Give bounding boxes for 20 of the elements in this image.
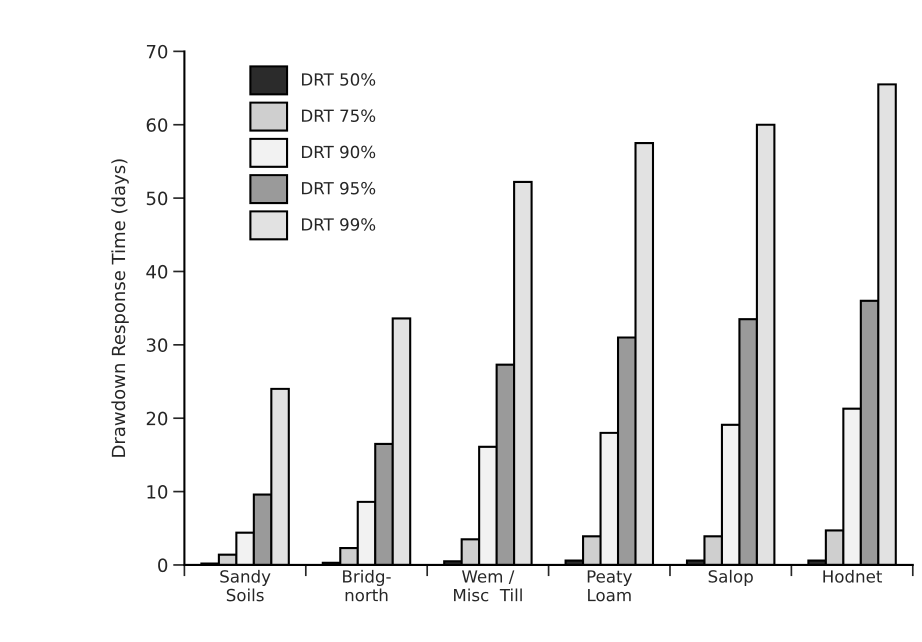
legend-label: DRT 75%: [302, 109, 376, 122]
legend-label: DRT 99%: [302, 218, 376, 231]
x-tick-label: Sandy Soils: [220, 570, 270, 602]
y-tick-label: 40: [146, 264, 168, 279]
x-tick-label: Salop: [708, 570, 753, 586]
legend-label: DRT 90%: [302, 146, 376, 158]
x-tick-label: Hodnet: [823, 570, 882, 583]
y-tick-label: 30: [146, 338, 168, 352]
y-tick-label: 20: [146, 412, 168, 426]
x-tick-label: Bridg- north: [343, 570, 391, 602]
y-tick-label: 60: [146, 118, 168, 132]
y-tick-label: 10: [147, 485, 168, 499]
y-axis-title: Drawdown Response Time (days): [111, 159, 129, 457]
x-tick-label: Peaty Loam: [588, 570, 632, 602]
y-tick-label: 70: [146, 44, 168, 58]
legend-label: DRT 95%: [302, 182, 376, 195]
y-tick-label: 50: [146, 192, 168, 206]
y-tick-label: 0: [158, 558, 168, 572]
legend-label: DRT 50%: [302, 73, 376, 86]
x-tick-label: Wem / Misc Till: [454, 570, 522, 602]
